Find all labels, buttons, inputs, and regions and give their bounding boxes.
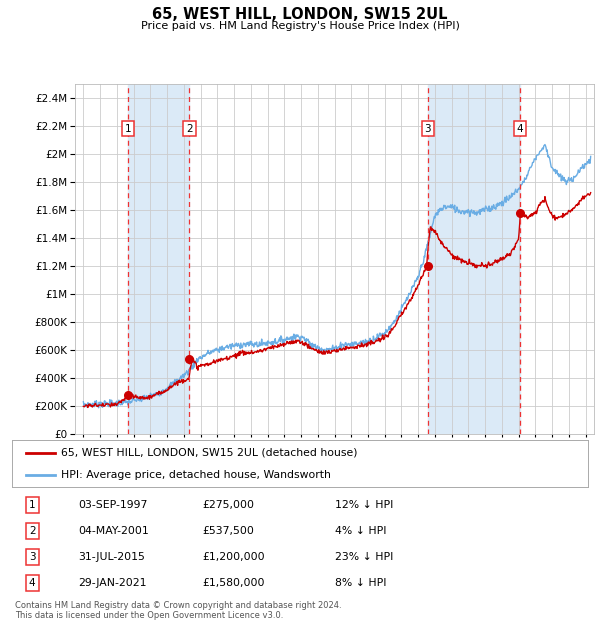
Text: 29-JAN-2021: 29-JAN-2021 (78, 578, 147, 588)
Text: 4: 4 (29, 578, 35, 588)
Text: Contains HM Land Registry data © Crown copyright and database right 2024.: Contains HM Land Registry data © Crown c… (15, 601, 341, 611)
Text: 03-SEP-1997: 03-SEP-1997 (78, 500, 148, 510)
Text: 4: 4 (517, 123, 523, 133)
Text: 23% ↓ HPI: 23% ↓ HPI (335, 552, 393, 562)
Text: This data is licensed under the Open Government Licence v3.0.: This data is licensed under the Open Gov… (15, 611, 283, 620)
Text: Price paid vs. HM Land Registry's House Price Index (HPI): Price paid vs. HM Land Registry's House … (140, 21, 460, 31)
Text: 8% ↓ HPI: 8% ↓ HPI (335, 578, 386, 588)
Text: 31-JUL-2015: 31-JUL-2015 (78, 552, 145, 562)
Bar (128, 84, 190, 434)
Text: £1,200,000: £1,200,000 (202, 552, 265, 562)
Text: HPI: Average price, detached house, Wandsworth: HPI: Average price, detached house, Wand… (61, 470, 331, 480)
Text: 04-MAY-2001: 04-MAY-2001 (78, 526, 149, 536)
Text: £275,000: £275,000 (202, 500, 254, 510)
Text: 2: 2 (186, 123, 193, 133)
Text: 3: 3 (29, 552, 35, 562)
Text: 65, WEST HILL, LONDON, SW15 2UL (detached house): 65, WEST HILL, LONDON, SW15 2UL (detache… (61, 448, 358, 458)
Text: 3: 3 (425, 123, 431, 133)
Bar (428, 84, 520, 434)
Text: 1: 1 (29, 500, 35, 510)
Text: £1,580,000: £1,580,000 (202, 578, 265, 588)
Text: 12% ↓ HPI: 12% ↓ HPI (335, 500, 393, 510)
Text: 4% ↓ HPI: 4% ↓ HPI (335, 526, 386, 536)
Text: £537,500: £537,500 (202, 526, 254, 536)
Text: 65, WEST HILL, LONDON, SW15 2UL: 65, WEST HILL, LONDON, SW15 2UL (152, 7, 448, 22)
Text: 1: 1 (125, 123, 131, 133)
Text: 2: 2 (29, 526, 35, 536)
